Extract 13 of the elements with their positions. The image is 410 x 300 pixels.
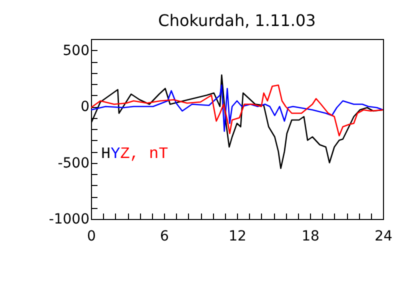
y-tick-label: -1000	[48, 212, 90, 228]
text: Y	[110, 145, 121, 163]
x-tick-label: 24	[374, 228, 392, 244]
line-series	[91, 74, 383, 170]
y-tick-label: -500	[58, 155, 90, 172]
series-label: H	[101, 145, 111, 163]
text: Z, nT	[120, 145, 168, 163]
y-tick-label: 500	[62, 42, 90, 59]
x-tick-label: 6	[160, 228, 170, 244]
x-tick-label: 12	[228, 228, 246, 244]
x-tick-label: 18	[302, 228, 320, 244]
chart-title: Chokurdah, 1.11.03	[158, 11, 316, 30]
y-tick-label: 0	[80, 99, 90, 115]
